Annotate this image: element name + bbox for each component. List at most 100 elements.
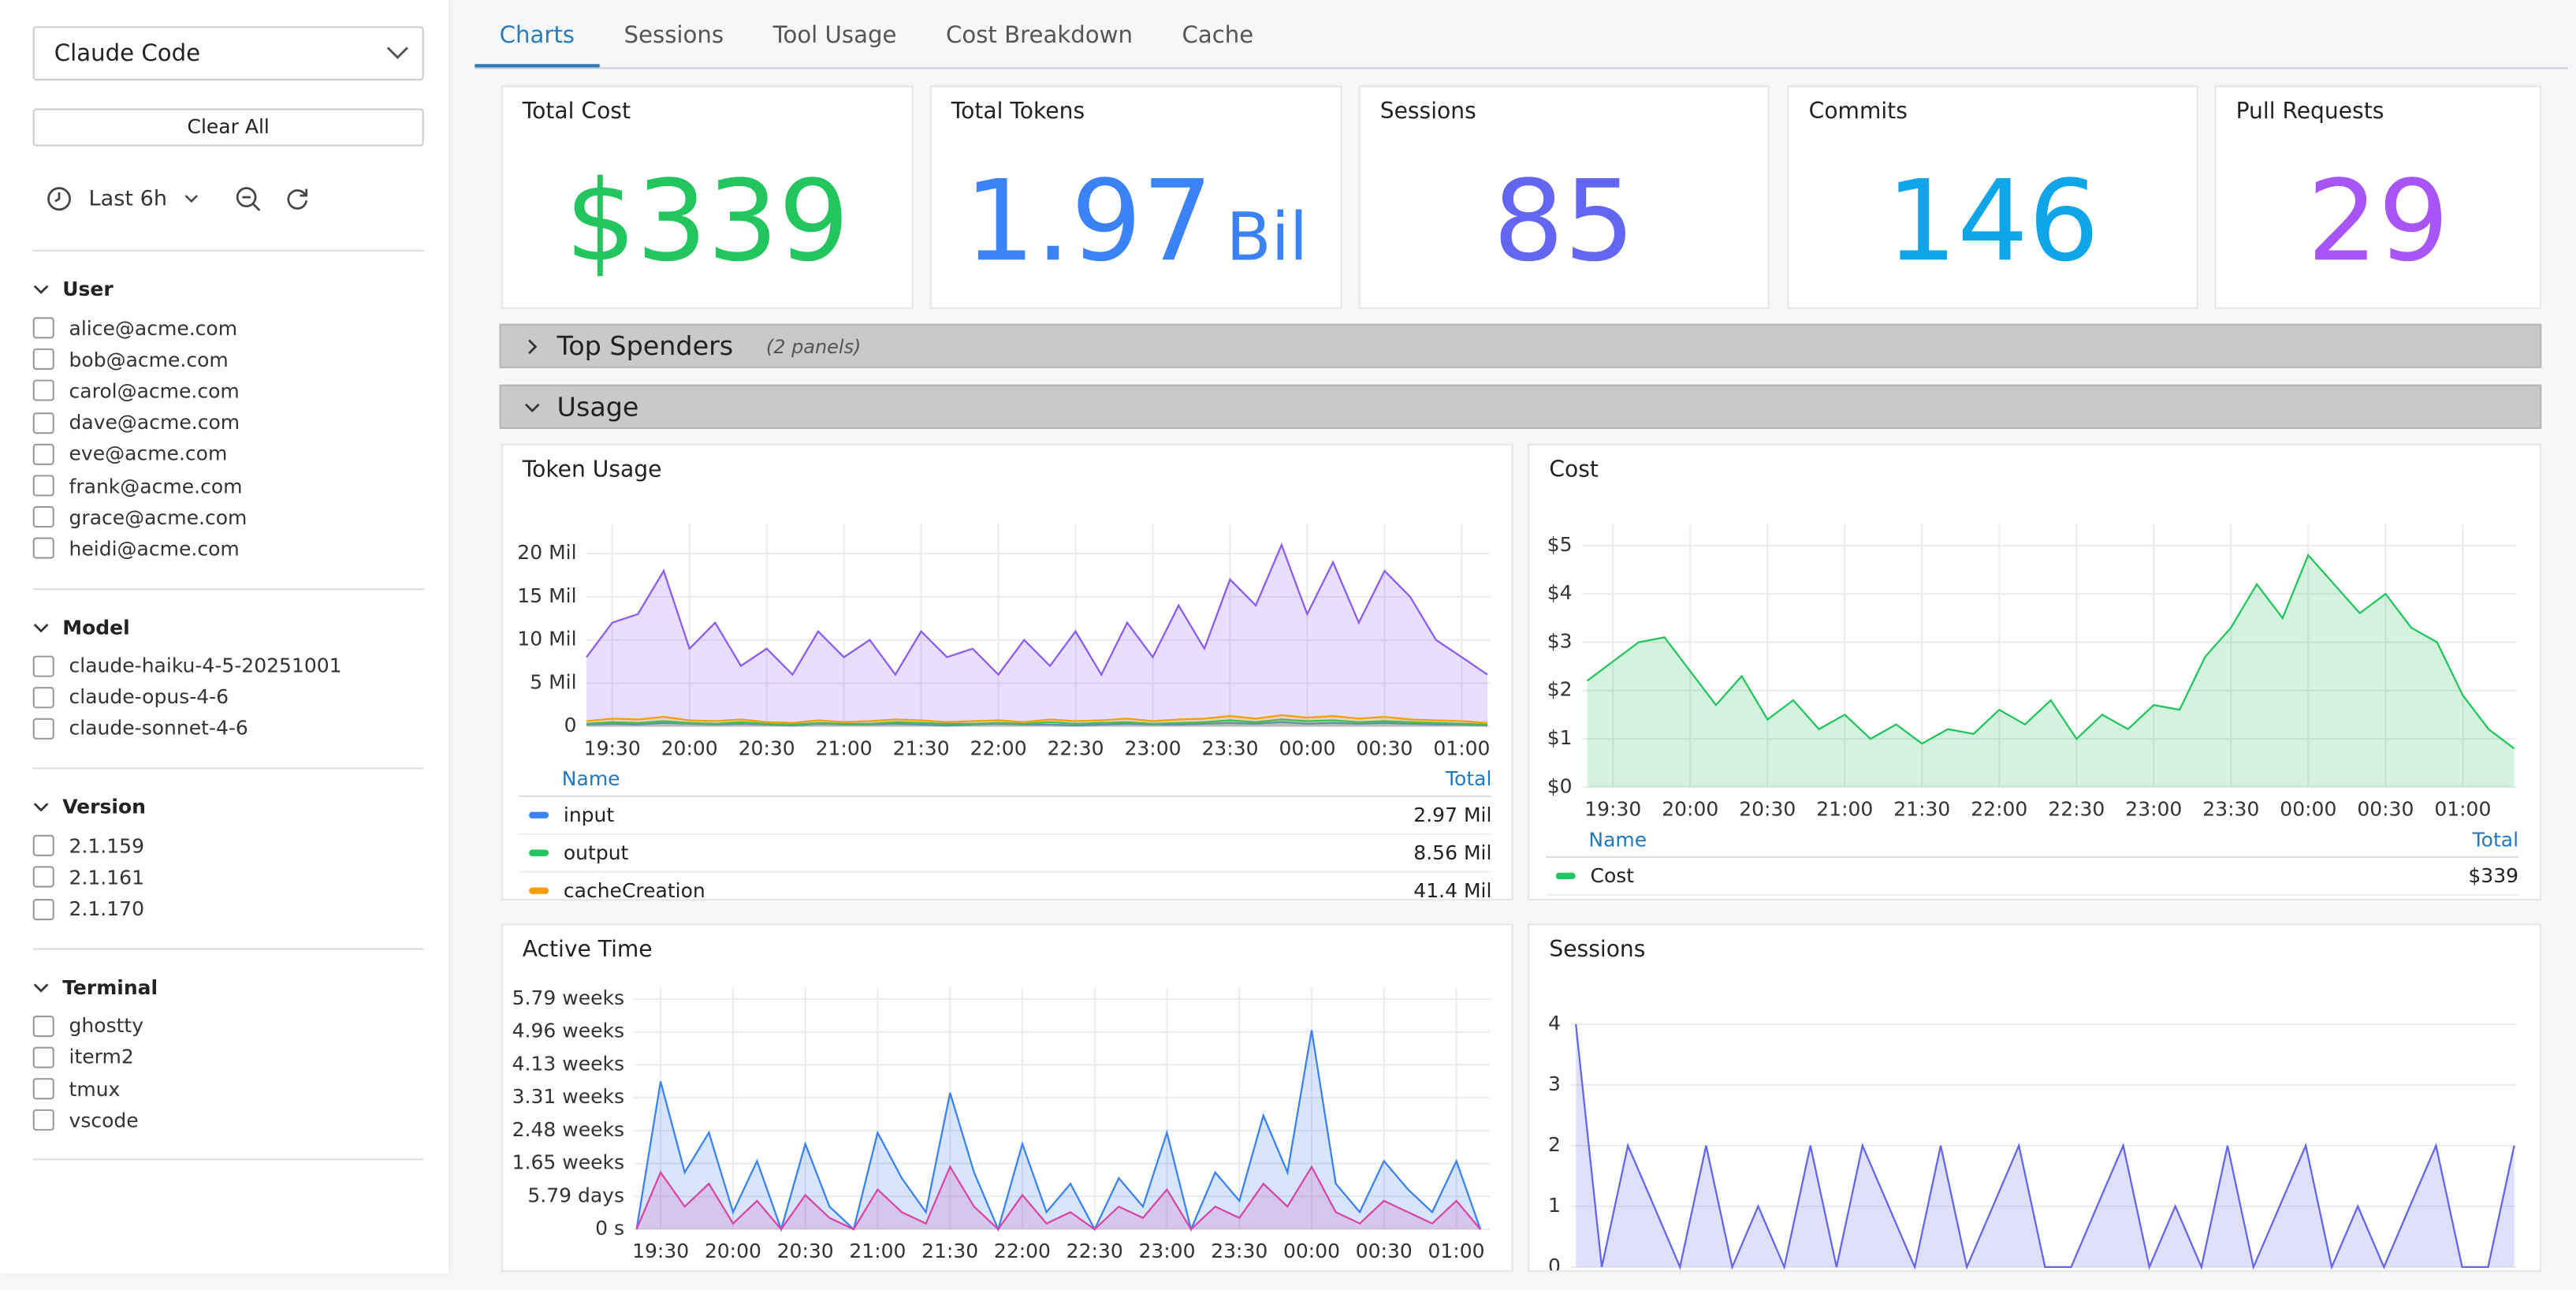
legend-header: Name Total bbox=[1546, 823, 2519, 858]
y-tick-label: 4.96 weeks bbox=[512, 1020, 624, 1042]
option-label[interactable]: 2.1.161 bbox=[69, 866, 145, 889]
checkbox[interactable] bbox=[32, 686, 54, 708]
x-tick-label: 22:30 bbox=[2048, 798, 2105, 821]
x-tick-label: 19:30 bbox=[632, 1240, 689, 1262]
y-tick-label: 10 Mil bbox=[517, 628, 576, 651]
option-label[interactable]: carol@acme.com bbox=[69, 379, 240, 403]
checkbox[interactable] bbox=[32, 475, 54, 497]
tab[interactable]: Sessions bbox=[624, 23, 724, 50]
option-label[interactable]: eve@acme.com bbox=[69, 442, 228, 466]
option-label[interactable]: claude-opus-4-6 bbox=[69, 685, 229, 709]
x-tick-label: 00:30 bbox=[1356, 736, 1413, 759]
legend-column[interactable]: Name bbox=[1588, 828, 1647, 852]
checkbox[interactable] bbox=[32, 898, 54, 920]
zoom-out-icon[interactable] bbox=[234, 186, 260, 212]
checkbox[interactable] bbox=[32, 1109, 54, 1132]
option-label[interactable]: heidi@acme.com bbox=[69, 537, 240, 561]
option-label[interactable]: 2.1.159 bbox=[69, 834, 145, 858]
x-tick-label: 21:00 bbox=[816, 736, 873, 759]
series-area bbox=[586, 719, 1488, 727]
x-tick-label: 21:30 bbox=[893, 736, 950, 759]
filter-header[interactable]: User bbox=[33, 274, 424, 304]
chevron-path bbox=[33, 285, 49, 294]
legend-name: cacheCreation bbox=[563, 879, 705, 901]
filter-option: claude-haiku-4-5-20251001 bbox=[32, 650, 424, 681]
option-label[interactable]: vscode bbox=[69, 1109, 139, 1132]
legend-name-box: Cost bbox=[1546, 864, 1634, 887]
filter-header[interactable]: Model bbox=[33, 612, 424, 642]
row-title: Top Spenders bbox=[557, 330, 734, 362]
legend-column[interactable]: Total bbox=[1446, 767, 1492, 791]
option-label[interactable]: alice@acme.com bbox=[69, 316, 238, 340]
filter-header[interactable]: Terminal bbox=[33, 972, 424, 1002]
checkbox[interactable] bbox=[32, 412, 54, 434]
option-label[interactable]: grace@acme.com bbox=[69, 505, 248, 529]
legend-row[interactable]: Cost $339 bbox=[1546, 858, 2519, 896]
legend-column[interactable]: Total bbox=[2472, 828, 2519, 852]
checkbox[interactable] bbox=[32, 349, 54, 371]
stat-card: Commits 146 bbox=[1787, 85, 2198, 309]
clear-all-button[interactable]: Clear All bbox=[32, 108, 424, 147]
checkbox[interactable] bbox=[32, 538, 54, 560]
row-header[interactable]: Top Spenders (2 panels) bbox=[499, 323, 2542, 368]
checkbox[interactable] bbox=[32, 443, 54, 465]
x-tick-label: 22:30 bbox=[1067, 1240, 1123, 1262]
chart: 0 5 Mil 10 Mil 15 Mil 20 Mil 19:30 20:00 20:30 2… bbox=[517, 524, 1490, 759]
x-tick-label: 22:00 bbox=[994, 1240, 1051, 1262]
option-label[interactable]: ghostty bbox=[69, 1014, 144, 1038]
chevron-path bbox=[33, 622, 49, 632]
x-tick-label: 23:30 bbox=[1201, 736, 1258, 759]
tab[interactable]: Cache bbox=[1182, 23, 1254, 50]
datasource-select[interactable]: Claude Code bbox=[32, 26, 424, 81]
checkbox[interactable] bbox=[32, 1046, 54, 1068]
chevron[interactable] bbox=[184, 194, 199, 204]
clock-icon[interactable] bbox=[46, 186, 72, 212]
option-label[interactable]: 2.1.170 bbox=[69, 897, 145, 921]
legend-row[interactable]: input 2.97 Mil bbox=[519, 797, 1492, 835]
y-tick-label: 1.65 weeks bbox=[512, 1151, 624, 1174]
checkbox[interactable] bbox=[32, 867, 54, 889]
filter-header[interactable]: Version bbox=[33, 792, 424, 822]
checkbox[interactable] bbox=[32, 654, 54, 677]
filter-option: carol@acme.com bbox=[32, 375, 424, 407]
option-label[interactable]: tmux bbox=[69, 1077, 121, 1101]
checkbox[interactable] bbox=[32, 835, 54, 857]
option-label[interactable]: iterm2 bbox=[69, 1046, 134, 1069]
filter-section: User alice@acme.com bob@acme.com carol@acme… bbox=[32, 249, 424, 587]
panel: $0 $1 $2 $3 $4 $5 19:30 20:00 20:30 21:00 21:30 22:… bbox=[1528, 443, 2542, 901]
tab[interactable]: Tool Usage bbox=[772, 23, 897, 50]
legend-swatch bbox=[529, 849, 549, 856]
chevron bbox=[528, 338, 538, 354]
legend-row[interactable]: output 8.56 Mil bbox=[519, 835, 1492, 873]
checkbox[interactable] bbox=[32, 1078, 54, 1100]
time-range[interactable]: Last 6h bbox=[88, 186, 168, 211]
chevron bbox=[33, 622, 49, 632]
legend-row[interactable]: cacheCreation 41.4 Mil bbox=[519, 873, 1492, 901]
refresh-icon[interactable] bbox=[284, 186, 310, 212]
x-tick-label: 22:00 bbox=[970, 736, 1027, 759]
option-label[interactable]: frank@acme.com bbox=[69, 474, 243, 498]
legend-name-box: output bbox=[519, 841, 628, 864]
filter-option: bob@acme.com bbox=[32, 344, 424, 375]
x-tick-label: 23:30 bbox=[1211, 1240, 1268, 1262]
checkbox[interactable] bbox=[32, 506, 54, 528]
panel-title: Token Usage bbox=[522, 457, 662, 483]
option-label[interactable]: dave@acme.com bbox=[69, 411, 240, 434]
checkbox[interactable] bbox=[32, 1015, 54, 1037]
sidebar: Claude Code Clear All Last 6h User alice@… bbox=[0, 0, 449, 1274]
checkbox[interactable] bbox=[32, 380, 54, 402]
legend-column[interactable]: Name bbox=[561, 767, 620, 791]
tab[interactable]: Charts bbox=[475, 0, 600, 68]
legend-name-box: input bbox=[519, 803, 614, 826]
option-label[interactable]: claude-sonnet-4-6 bbox=[69, 717, 248, 740]
option-label[interactable]: claude-haiku-4-5-20251001 bbox=[69, 654, 342, 677]
filter-section: Terminal ghostty iterm2 tmux vscode bbox=[32, 947, 424, 1159]
series-area bbox=[636, 1030, 1481, 1229]
checkbox[interactable] bbox=[32, 718, 54, 740]
row-header[interactable]: Usage bbox=[499, 384, 2542, 429]
option-label[interactable]: bob@acme.com bbox=[69, 348, 229, 371]
legend-name: Cost bbox=[1590, 864, 1635, 888]
tab[interactable]: Cost Breakdown bbox=[945, 23, 1133, 50]
checkbox[interactable] bbox=[32, 317, 54, 339]
